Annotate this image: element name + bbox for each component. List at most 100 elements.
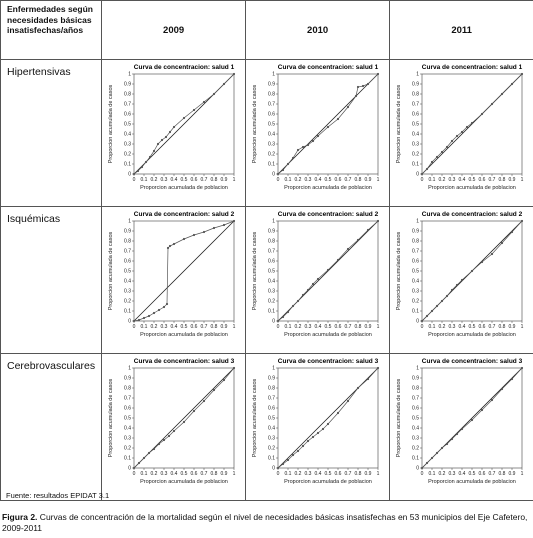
y-tick-label: 0.3	[412, 436, 419, 442]
data-point	[456, 283, 459, 287]
y-tick-label: 0.9	[124, 229, 131, 235]
y-tick-label: 0.3	[124, 436, 131, 442]
data-point	[148, 451, 151, 455]
x-tick-label: 0.4	[171, 177, 178, 183]
x-tick-label: 0.5	[469, 471, 476, 477]
y-tick-label: 1	[416, 72, 419, 78]
y-tick-label: 0.5	[412, 416, 419, 422]
y-tick-label: 0.9	[412, 229, 419, 235]
data-point	[461, 427, 464, 431]
x-tick-label: 1	[377, 471, 380, 477]
y-tick-label: 0.8	[124, 92, 131, 98]
y-tick-label: 0.3	[268, 289, 275, 295]
data-point	[431, 309, 434, 313]
x-tick-label: 0.6	[335, 177, 342, 183]
y-tick-label: 0.2	[124, 446, 131, 452]
x-tick-label: 0.5	[181, 471, 188, 477]
data-point	[141, 165, 144, 169]
y-axis-label: Proporcion acumulada de casos	[396, 84, 402, 163]
data-point	[213, 92, 216, 96]
y-tick-label: 0.9	[268, 376, 275, 382]
y-tick-label: 0.7	[268, 102, 275, 108]
data-point	[133, 466, 136, 470]
data-point	[337, 258, 340, 262]
x-tick-label: 0	[421, 324, 424, 330]
x-tick-label: 0.3	[161, 177, 168, 183]
data-point	[471, 121, 474, 125]
x-tick-label: 0.7	[345, 471, 352, 477]
data-point	[481, 408, 484, 412]
y-tick-label: 0.4	[412, 426, 419, 432]
x-tick-label: 0.4	[315, 324, 322, 330]
x-tick-label: 0.2	[295, 471, 302, 477]
x-tick-label: 0.8	[211, 324, 218, 330]
data-point	[446, 145, 449, 149]
x-tick-label: 0.2	[151, 177, 158, 183]
chart-title: Curva de concentracion: salud 1	[422, 64, 523, 71]
data-point	[287, 162, 290, 166]
figure-caption: Figura 2. Curvas de concentración de la …	[2, 512, 531, 534]
y-tick-label: 0.9	[268, 229, 275, 235]
x-tick-label: 0.9	[365, 324, 372, 330]
y-axis-label: Proporcion acumulada de casos	[396, 378, 402, 457]
data-point	[511, 377, 514, 381]
x-tick-label: 0.1	[141, 471, 148, 477]
x-tick-label: 0.6	[479, 177, 486, 183]
data-point	[377, 219, 380, 223]
x-tick-label: 0.6	[479, 324, 486, 330]
y-axis-label: Proporcion acumulada de casos	[252, 378, 258, 457]
y-axis-label: Proporcion acumulada de casos	[108, 378, 114, 457]
data-point	[367, 377, 370, 381]
y-tick-label: 0.1	[412, 162, 419, 168]
caption-prefix: Figura 2.	[2, 512, 38, 522]
y-tick-label: 0.8	[268, 386, 275, 392]
chart-title: Curva de concentracion: salud 1	[278, 64, 379, 71]
x-tick-label: 0.6	[191, 471, 198, 477]
x-tick-label: 0.9	[509, 324, 516, 330]
data-point	[138, 461, 141, 465]
header-row: Enfermedades según necesidades básicas i…	[0, 0, 533, 60]
y-tick-label: 0.8	[412, 239, 419, 245]
y-tick-label: 1	[272, 72, 275, 78]
data-point	[471, 418, 474, 422]
concentration-curve-line	[421, 73, 523, 175]
data-point	[165, 135, 168, 139]
y-tick-label: 0.7	[268, 249, 275, 255]
x-tick-label: 0.7	[345, 324, 352, 330]
y-tick-label: 0.7	[124, 102, 131, 108]
y-axis-label: Proporcion acumulada de casos	[252, 231, 258, 310]
year-header-2010: 2010	[245, 0, 391, 60]
data-point	[287, 310, 290, 314]
y-tick-label: 0.8	[268, 239, 275, 245]
y-tick-label: 0.7	[412, 249, 419, 255]
x-tick-label: 0.2	[151, 324, 158, 330]
data-point	[292, 453, 295, 457]
concentration-curve-chart: Curva de concentracion: salud 10 0.1 0.2 0.…	[252, 64, 380, 191]
y-tick-label: 1	[416, 219, 419, 225]
x-tick-label: 0.9	[509, 471, 516, 477]
y-tick-label: 0.7	[124, 396, 131, 402]
x-tick-label: 1	[233, 471, 236, 477]
data-point	[347, 105, 350, 109]
x-tick-label: 0.9	[365, 177, 372, 183]
data-point	[357, 85, 360, 89]
y-tick-label: 1	[128, 219, 131, 225]
y-tick-label: 0.3	[124, 142, 131, 148]
data-point	[327, 268, 330, 272]
x-tick-label: 1	[521, 177, 524, 183]
data-point	[441, 299, 444, 303]
x-axis-label: Proporcion acumulada de poblacion	[140, 479, 228, 485]
data-point	[157, 142, 160, 146]
x-tick-label: 0.3	[161, 324, 168, 330]
y-tick-label: 0.3	[268, 142, 275, 148]
y-tick-label: 0	[272, 466, 275, 472]
data-point	[456, 134, 459, 138]
x-tick-label: 0.8	[211, 177, 218, 183]
concentration-curve-chart: Curva de concentracion: salud 10 0.1 0.2 0.…	[108, 64, 236, 191]
data-point	[521, 72, 524, 76]
y-tick-label: 0.1	[412, 456, 419, 462]
x-tick-label: 0	[133, 471, 136, 477]
x-tick-label: 0.8	[355, 471, 362, 477]
data-point	[183, 237, 186, 241]
x-tick-label: 0.4	[171, 324, 178, 330]
